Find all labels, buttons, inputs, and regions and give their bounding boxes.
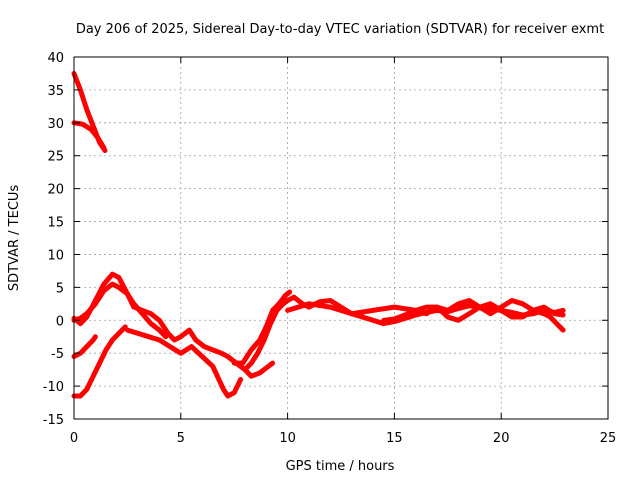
y-tick-label: 40 — [47, 51, 64, 66]
series-line-trace-j — [285, 298, 566, 333]
plot-frame — [73, 56, 609, 420]
series-line-trace-k — [381, 301, 566, 323]
series-line-trace-h — [231, 289, 293, 366]
series-line-trace-b — [71, 120, 107, 151]
tick-layer — [73, 56, 609, 420]
series-line-trace-c — [71, 281, 276, 379]
y-tick-label: 35 — [47, 84, 64, 99]
x-tick-label: 5 — [177, 431, 185, 446]
y-axis-label: SDTVAR / TECUs — [7, 185, 22, 292]
chart-title: Day 206 of 2025, Sidereal Day-to-day VTE… — [76, 22, 604, 37]
x-tick-label: 20 — [493, 431, 510, 446]
series-layer — [71, 71, 566, 399]
x-tick-label: 10 — [279, 431, 296, 446]
series-line-trace-g — [124, 327, 244, 399]
y-tick-label: 10 — [47, 248, 64, 263]
y-tick-label: 0 — [56, 314, 64, 329]
y-tick-label: -5 — [51, 347, 64, 362]
series-line-trace-e — [71, 334, 98, 359]
y-tick-label: 25 — [47, 150, 64, 165]
x-tick-label: 0 — [70, 431, 78, 446]
y-tick-label: 20 — [47, 183, 64, 198]
x-tick-label: 15 — [386, 431, 403, 446]
x-axis-label: GPS time / hours — [286, 459, 395, 474]
grid-layer — [74, 57, 608, 419]
y-tick-label: -15 — [43, 413, 64, 428]
y-tick-label: 30 — [47, 117, 64, 132]
series-line-trace-f — [71, 324, 128, 399]
tick-label-layer: 0 5 10 15 20 25 -15 -10 -5 0 5 10 15 20 25 30 35 40 — [43, 51, 617, 446]
y-tick-label: -10 — [43, 380, 64, 395]
series-line-trace-d — [71, 271, 169, 340]
x-tick-label: 25 — [600, 431, 617, 446]
y-tick-label: 5 — [56, 281, 64, 296]
y-tick-label: 15 — [47, 216, 64, 231]
